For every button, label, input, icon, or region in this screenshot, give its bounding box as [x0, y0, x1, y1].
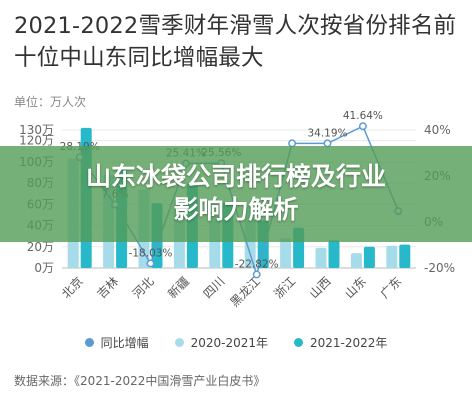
overlay-banner-text: 山东冰袋公司排行榜及行业 影响力解析: [0, 160, 472, 226]
growth-data-label: -18.03%: [129, 247, 173, 259]
category-label: 四川: [201, 274, 228, 301]
bar-2021-2022: [399, 244, 411, 268]
growth-point: [252, 270, 261, 279]
legend-label-2022: 2021-2022年: [310, 336, 388, 350]
legend-swatch-2022: [294, 338, 303, 347]
chart-legend: 同比增幅 2020-2021年 2021-2022年: [0, 334, 472, 351]
right-axis-tick: -20%: [424, 261, 455, 275]
category-label: 浙江: [271, 274, 298, 301]
category-label: 吉林: [94, 274, 121, 301]
legend-item-2021[interactable]: 2020-2021年: [174, 334, 268, 351]
unit-label: 单位：万人次: [14, 95, 87, 109]
category-label: 黑龙江: [227, 274, 262, 309]
growth-data-label: -22.82%: [235, 258, 279, 270]
bar-2020-2021: [280, 238, 292, 268]
category-label: 河北: [130, 274, 157, 301]
overlay-banner: [0, 146, 472, 242]
bar-2020-2021: [386, 245, 398, 268]
left-axis-tick: 0万: [34, 261, 54, 275]
chart-title: 2021-2022雪季财年滑雪人次按省份排名前十位中山东同比增幅最大: [14, 13, 457, 71]
left-axis-tick: 120万: [19, 134, 54, 148]
growth-point: [358, 122, 367, 131]
banner-line-1: 山东冰袋公司排行榜及行业: [85, 162, 386, 191]
legend-swatch-2021: [174, 338, 184, 347]
legend-label-growth: 同比增幅: [100, 336, 149, 350]
category-label: 山西: [307, 274, 334, 301]
bar-2021-2022: [328, 240, 340, 268]
legend-swatch-growth: [84, 338, 94, 347]
bar-2020-2021: [350, 253, 362, 268]
bar-2020-2021: [315, 247, 327, 268]
legend-item-2022[interactable]: 2021-2022年: [294, 334, 387, 351]
legend-label-2021: 2020-2021年: [190, 336, 268, 350]
growth-data-label: 34.19%: [307, 127, 347, 139]
data-source: 数据来源：《2021-2022中国滑雪产业白皮书》: [14, 374, 266, 388]
left-axis-tick: 130万: [19, 123, 54, 137]
category-label: 北京: [59, 274, 86, 301]
category-label: 新疆: [164, 274, 192, 302]
bar-2021-2022: [363, 246, 375, 268]
category-label: 山东: [342, 274, 369, 301]
category-label: 广东: [378, 274, 405, 301]
banner-line-2: 影响力解析: [173, 195, 299, 224]
growth-data-label: 41.64%: [343, 110, 383, 122]
growth-point: [146, 259, 155, 268]
right-axis-tick: 40%: [424, 123, 451, 137]
left-axis-tick: 20万: [27, 240, 54, 254]
legend-item-growth[interactable]: 同比增幅: [84, 334, 149, 351]
